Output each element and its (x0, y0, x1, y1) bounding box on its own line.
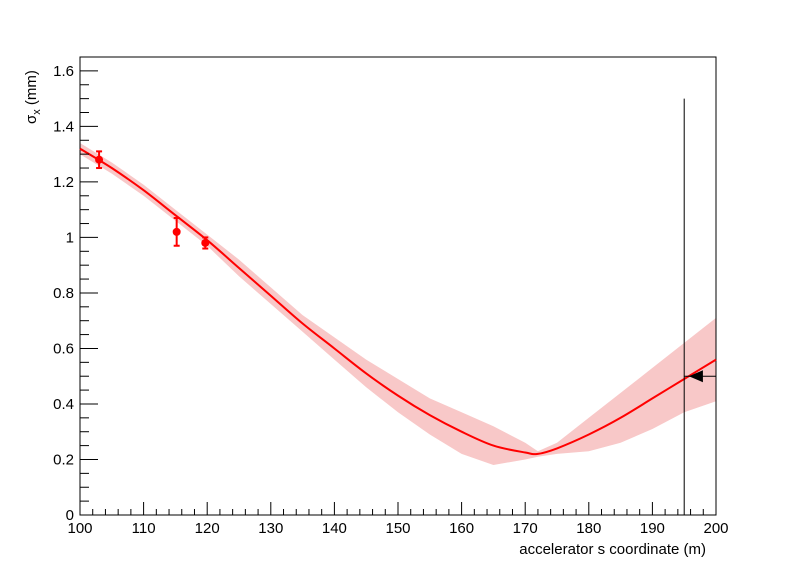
x-tick-label: 160 (449, 520, 474, 537)
fit-curve-layer (79, 147, 717, 456)
axis-labels-layer: accelerator s coordinate (m) σx (mm) (23, 70, 706, 558)
plot-frame (79, 56, 717, 516)
x-axis-label: accelerator s coordinate (m) (519, 541, 706, 558)
x-tick-label: 150 (385, 520, 410, 537)
y-axis-label: σx (mm) (23, 70, 43, 124)
x-tick-label: 100 (67, 520, 92, 537)
y-axis-label-unit: (mm) (23, 70, 40, 109)
triangle-left-marker (688, 370, 703, 383)
x-tick-label: 120 (195, 520, 220, 537)
y-tick-label: 1.4 (53, 118, 74, 135)
fit-curve (79, 147, 717, 456)
data-point (201, 238, 210, 247)
x-tick-label: 190 (640, 520, 665, 537)
data-points-layer (95, 150, 210, 250)
y-tick-label: 0 (66, 507, 74, 524)
y-axis-label-main: σ (23, 114, 40, 124)
x-tick-label: 110 (132, 520, 156, 537)
y-tick-label: 0.8 (53, 285, 74, 302)
axis-ticks-layer: 100 110 120 130 140 150 160 170 180 190 200 0 0.2 0.4… (53, 63, 728, 537)
data-point (95, 155, 104, 164)
fit-confidence-band (80, 143, 716, 465)
x-tick-label: 180 (576, 520, 601, 537)
y-axis-label-sub: x (31, 109, 43, 115)
y-tick-label: 0.4 (53, 396, 74, 413)
y-tick-label: 1.6 (53, 63, 74, 80)
x-tick-label: 200 (703, 520, 728, 537)
x-tick-label: 140 (322, 520, 347, 537)
x-tick-label: 130 (258, 520, 283, 537)
confidence-band-layer (80, 143, 716, 465)
plot-frame-layer (79, 56, 717, 516)
data-point (172, 227, 181, 236)
y-tick-label: 1 (66, 229, 74, 246)
marker-layer (683, 98, 716, 515)
y-tick-label: 0.6 (53, 340, 74, 357)
x-tick-label: 170 (513, 520, 538, 537)
y-tick-label: 0.2 (53, 451, 74, 468)
y-tick-label: 1.2 (53, 174, 74, 191)
